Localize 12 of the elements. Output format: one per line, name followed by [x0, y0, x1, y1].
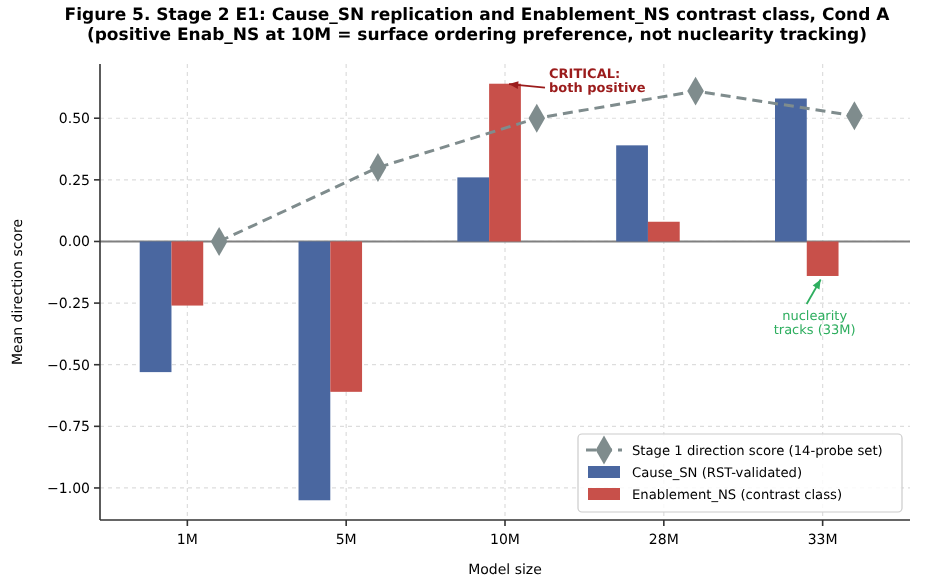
bar: [457, 177, 490, 242]
bar: [806, 241, 839, 276]
bar: [616, 145, 648, 242]
bar: [775, 98, 807, 242]
bar: [647, 221, 680, 242]
chart-title: Figure 5. Stage 2 E1: Cause_SN replication and Enablement_NS contrast class, Cond A: [64, 6, 891, 26]
bar: [139, 241, 172, 373]
bar: [330, 241, 363, 392]
bar: [489, 83, 521, 242]
bar: [298, 241, 331, 501]
chart-subtitle: (positive Enab_NS at 10M = surface ordering preference, not nuclearity tracking): [86, 26, 868, 46]
bar: [171, 241, 204, 306]
